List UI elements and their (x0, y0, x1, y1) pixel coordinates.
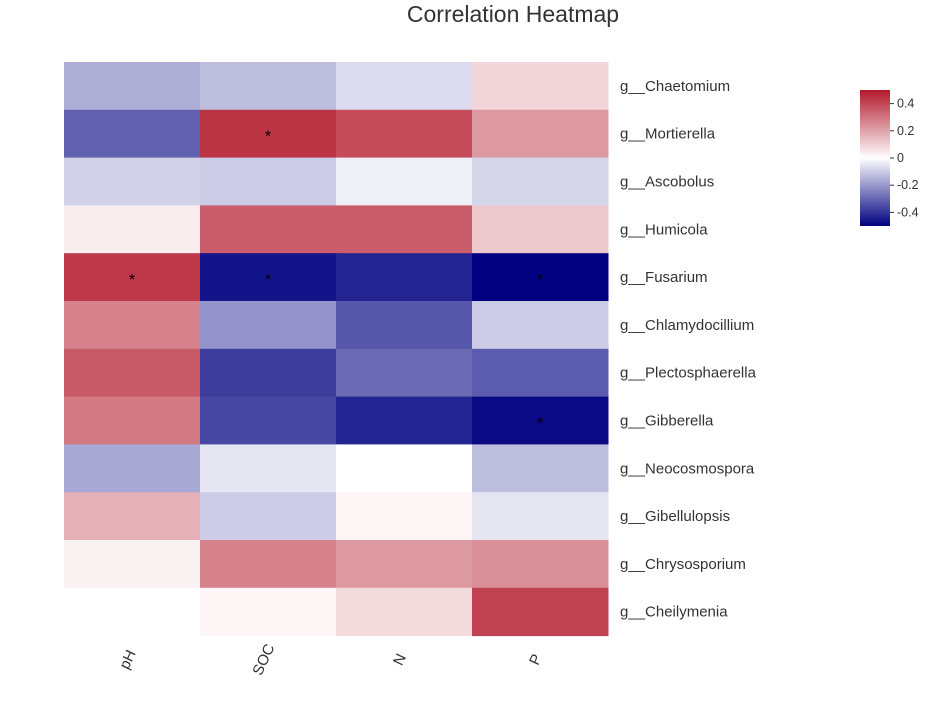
legend-tick-label: 0.2 (897, 124, 914, 138)
row-label: g__Mortierella (620, 126, 716, 143)
row-label: g__Neocosmospora (620, 460, 755, 477)
heatmap-cell (336, 157, 473, 206)
color-legend: 0.4 0.2 0 -0.2 -0.4 (860, 90, 919, 226)
heatmap-cell (200, 301, 337, 350)
legend-tick-label: 0 (897, 151, 904, 165)
heatmap-cell (472, 301, 609, 350)
legend-tick-label: -0.2 (897, 178, 919, 192)
heatmap-cell (336, 540, 473, 589)
legend-ticks: 0.4 0.2 0 -0.2 -0.4 (890, 97, 919, 219)
heatmap-cell (200, 492, 337, 541)
legend-color-bar (860, 90, 890, 226)
heatmap-cell (64, 157, 201, 206)
heatmap-cell (336, 492, 473, 541)
column-label: N (390, 651, 410, 668)
heatmap-cell (200, 587, 337, 637)
heatmap-cell (472, 62, 609, 111)
legend-tick-label: -0.4 (897, 205, 919, 219)
heatmap-cell (64, 540, 201, 589)
heatmap-cell (472, 444, 609, 493)
heatmap-cell (64, 301, 201, 350)
heatmap-cell (336, 348, 473, 398)
heatmap-cell (336, 587, 473, 637)
heatmap-cell (64, 62, 201, 111)
heatmap-cell (64, 587, 201, 637)
heatmap-cell (64, 396, 201, 445)
row-label: g__Chlamydocillium (620, 317, 754, 334)
heatmap-cell (64, 348, 201, 398)
heatmap-cells (64, 62, 609, 637)
significance-star: * (265, 272, 271, 289)
row-label: g__Humicola (620, 221, 708, 238)
heatmap-cell (336, 109, 473, 159)
column-label: SOC (249, 641, 278, 678)
heatmap-cell (64, 492, 201, 541)
heatmap-cell (200, 205, 337, 254)
heatmap-cell (200, 444, 337, 493)
row-label: g__Plectosphaerella (620, 365, 757, 382)
column-label: pH (116, 647, 140, 672)
heatmap-cell (472, 492, 609, 541)
row-label: g__Chaetomium (620, 78, 730, 95)
heatmap-cell (336, 253, 473, 302)
heatmap-cell (472, 348, 609, 398)
heatmap-cell (472, 157, 609, 206)
significance-star: * (537, 272, 543, 289)
heatmap-cell (200, 157, 337, 206)
heatmap-cell (336, 444, 473, 493)
heatmap-cell (64, 205, 201, 254)
heatmap-cell (200, 253, 337, 302)
row-labels: g__Chaetomium g__Mortierella g__Ascobolusg… (620, 78, 757, 621)
significance-star: * (537, 416, 543, 433)
heatmap-cell (472, 396, 609, 445)
chart-title: Correlation Heatmap (407, 1, 619, 27)
significance-star: * (265, 129, 271, 146)
heatmap-cell (472, 587, 609, 637)
significance-marks: * * * * * (129, 129, 543, 433)
heatmap-cell (200, 396, 337, 445)
heatmap-cell (472, 109, 609, 159)
significance-star: * (129, 272, 135, 289)
column-labels: pH SOC N P (116, 641, 546, 678)
heatmap-cell (64, 253, 201, 302)
heatmap-cell (64, 109, 201, 159)
heatmap-cell (336, 396, 473, 445)
heatmap-cell (472, 540, 609, 589)
heatmap-cell (200, 109, 337, 159)
heatmap-cell (336, 62, 473, 111)
row-label: g__Gibberella (620, 413, 714, 430)
heatmap-cell (336, 301, 473, 350)
heatmap-cell (472, 253, 609, 302)
heatmap-cell (200, 540, 337, 589)
row-label: g__Ascobolus (620, 174, 714, 191)
heatmap-cell (336, 205, 473, 254)
heatmap-cell (64, 444, 201, 493)
heatmap-cell (472, 205, 609, 254)
row-label: g__Gibellulopsis (620, 508, 730, 525)
column-label: P (526, 652, 546, 668)
legend-tick-label: 0.4 (897, 97, 914, 111)
row-label: g__Cheilymenia (620, 604, 728, 621)
row-label: g__Chrysosporium (620, 556, 746, 573)
row-label: g__Fusarium (620, 269, 708, 286)
heatmap-cell (200, 62, 337, 111)
heatmap-cell (200, 348, 337, 398)
